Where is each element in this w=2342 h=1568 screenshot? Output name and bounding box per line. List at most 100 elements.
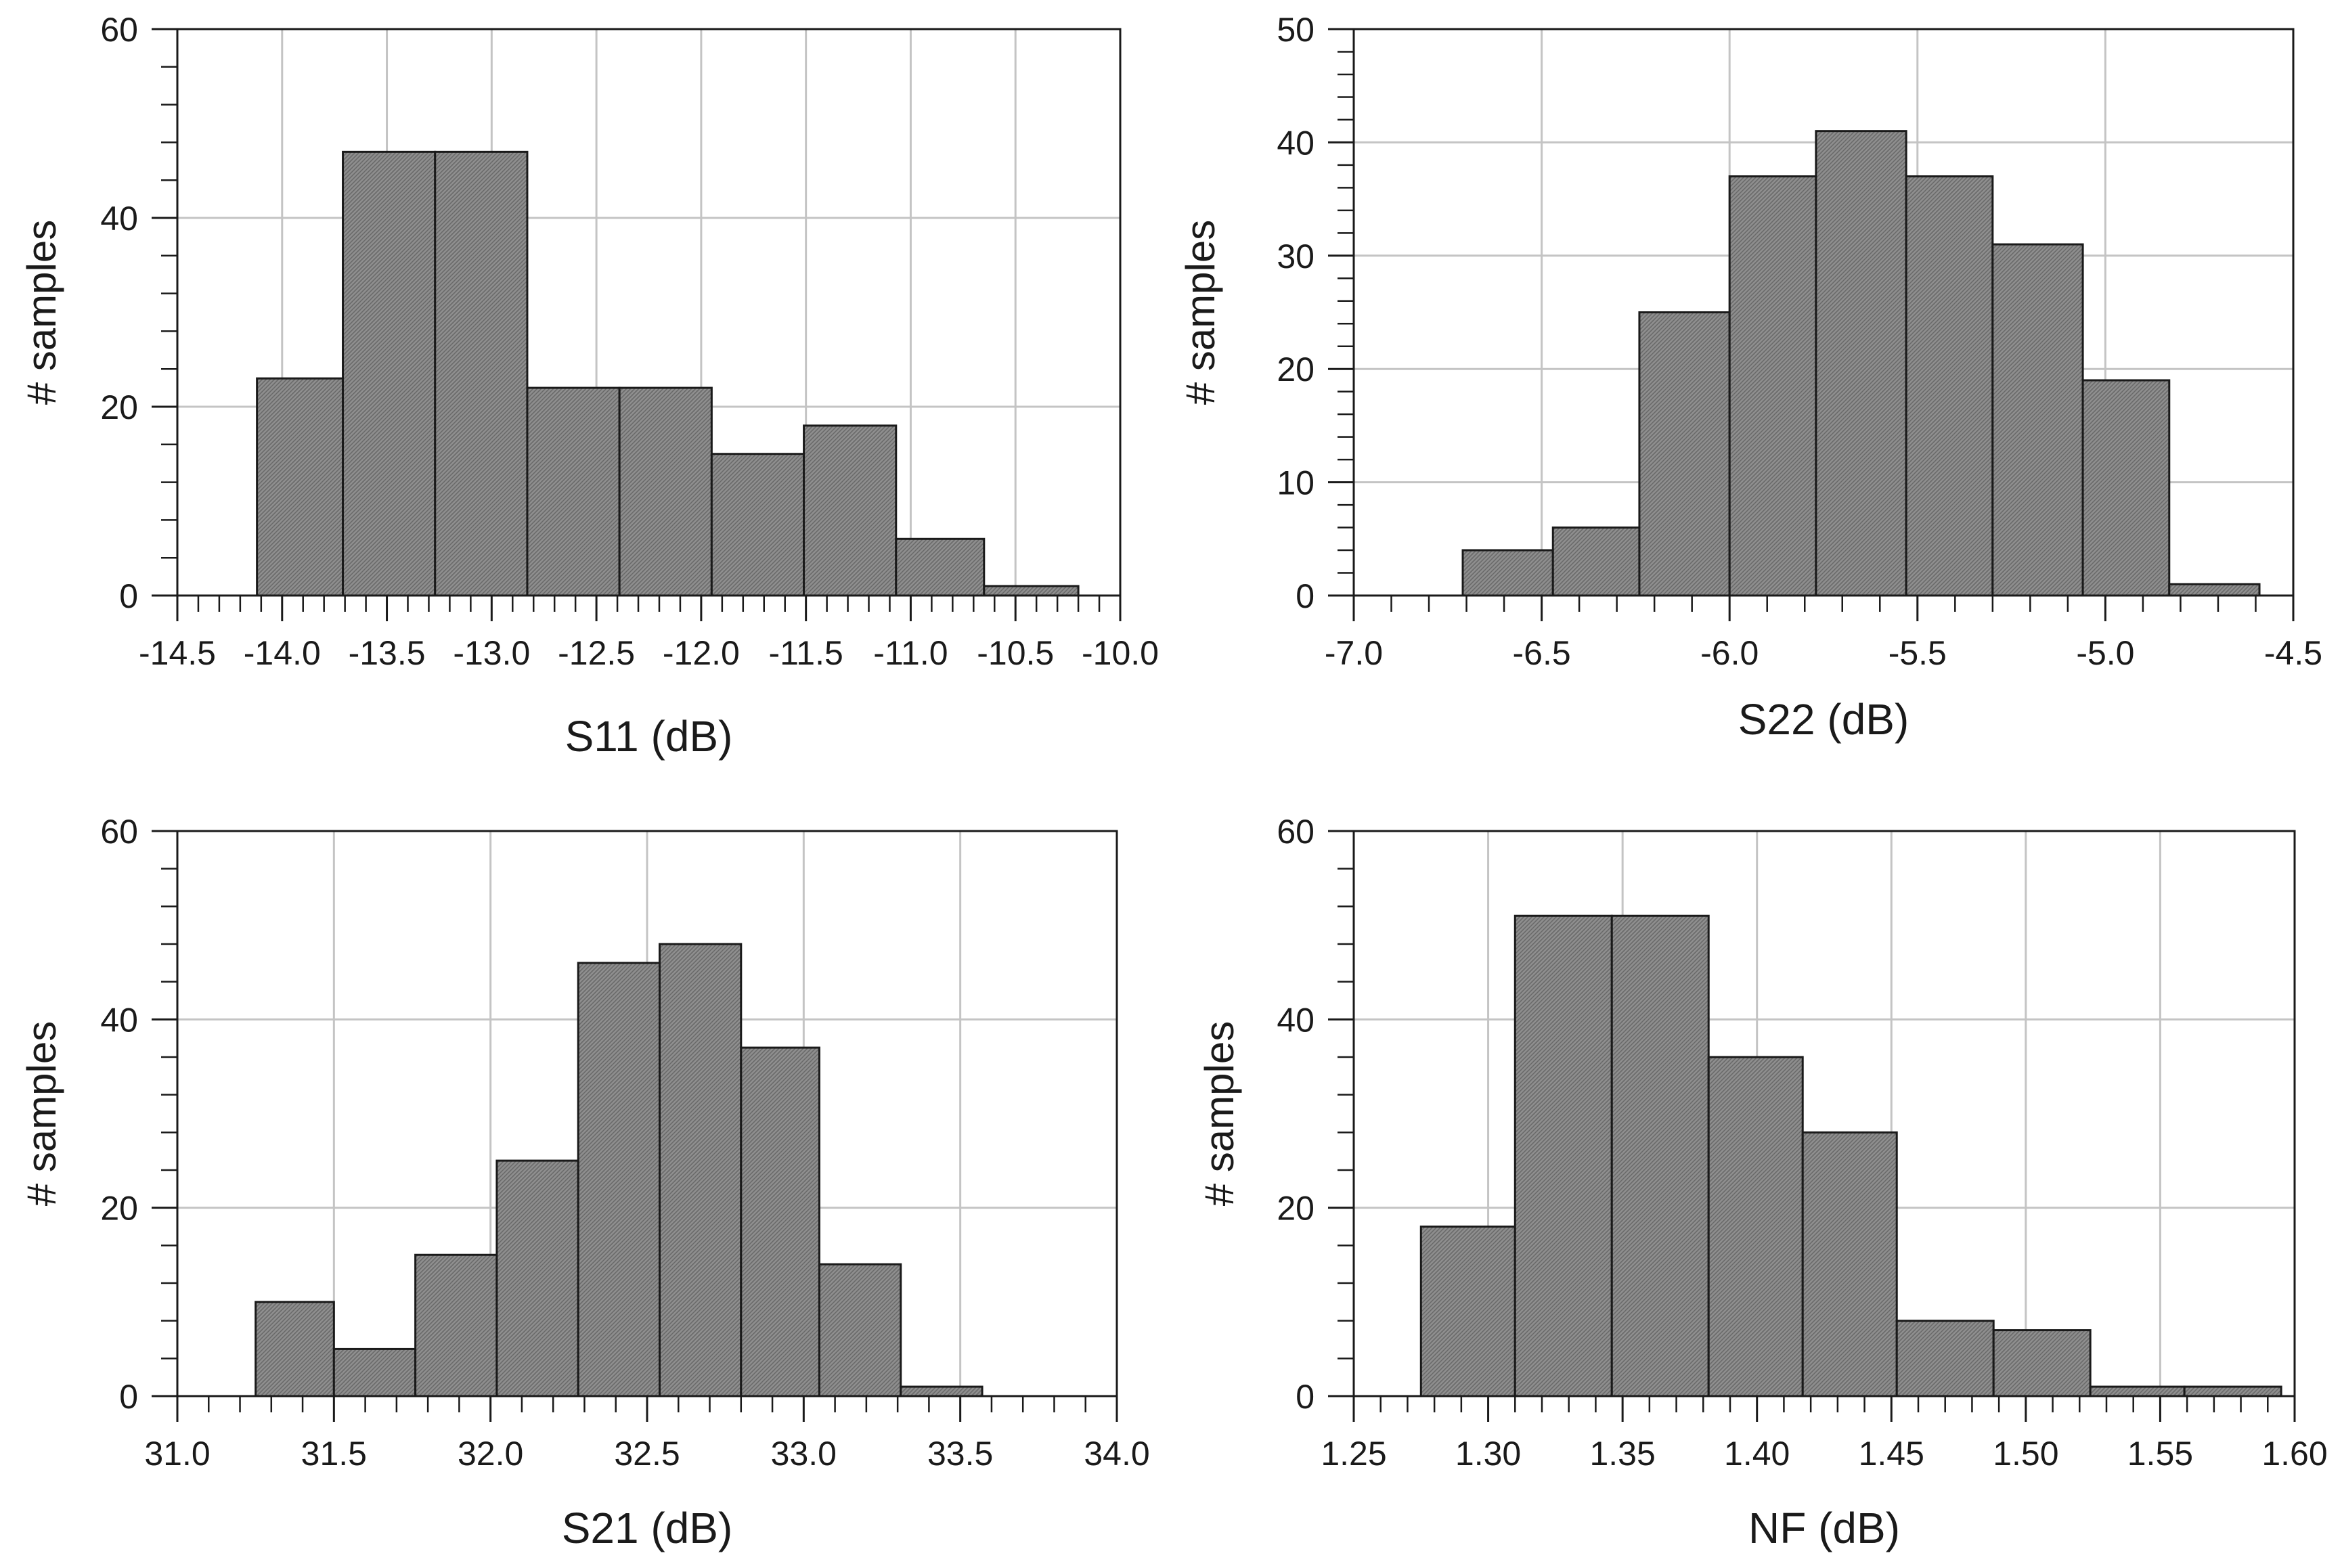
- nf-xlabel: NF (dB): [1748, 1504, 1900, 1552]
- s11-bar: [710, 453, 805, 597]
- s22-xtick-label: -4.5: [2264, 634, 2322, 672]
- s21-axes: 31.0 31.5 32.0 32.5 33.0 33.5 34.0 0 20 40 60: [100, 813, 1149, 1473]
- s21-ytick-label: 40: [100, 1001, 138, 1039]
- s21-xtick-label: 31.5: [301, 1435, 367, 1473]
- s11-xtick-label: -10.5: [977, 634, 1054, 672]
- s21-bar: [900, 1385, 984, 1397]
- s21-ytick-label: 0: [119, 1378, 138, 1416]
- s22-bar: [1991, 243, 2084, 597]
- s11-xtick-label: -10.0: [1082, 634, 1159, 672]
- s11-plot-frame: [176, 28, 1122, 597]
- nf-xtick-label: 1.50: [1993, 1435, 2058, 1473]
- s21-ytick-label: 20: [100, 1190, 138, 1228]
- nf-ytick-label: 0: [1296, 1378, 1314, 1416]
- s11-bar: [434, 150, 529, 597]
- s22-ytick-label: 0: [1296, 577, 1314, 615]
- s11-xtick-label: -11.0: [873, 634, 948, 672]
- s21-xtick-label: 34.0: [1084, 1435, 1149, 1473]
- s11-ylabel: # samples: [19, 220, 64, 405]
- s22-plot-frame: [1352, 28, 2295, 597]
- s11-xtick-label: -12.0: [663, 634, 740, 672]
- s11-bar: [526, 386, 621, 597]
- s11-xtick-label: -12.5: [558, 634, 635, 672]
- s22-ytick-label: 10: [1277, 464, 1314, 502]
- s22-xtick-label: -7.0: [1325, 634, 1383, 672]
- s22-bar: [2168, 583, 2261, 597]
- s22-ytick-label: 50: [1277, 11, 1314, 49]
- s11-bar: [803, 424, 898, 597]
- s11-xtick-label: -13.5: [349, 634, 426, 672]
- nf-xtick-label: 1.35: [1589, 1435, 1655, 1473]
- nf-xtick-label: 1.25: [1321, 1435, 1386, 1473]
- s21-ylabel: # samples: [19, 1021, 64, 1206]
- s11-xtick-label: -13.0: [453, 634, 530, 672]
- nf-xtick-label: 1.30: [1455, 1435, 1521, 1473]
- s21-bar: [818, 1263, 902, 1397]
- s22-ytick-label: 20: [1277, 351, 1314, 388]
- s11-bar: [256, 377, 345, 597]
- s11-xlabel: S11 (dB): [565, 712, 733, 761]
- s22-bar: [2081, 379, 2171, 597]
- s21-bar: [332, 1347, 417, 1397]
- nf-bars: [1419, 914, 2282, 1397]
- s22-bars: [1461, 130, 2261, 597]
- nf-bar: [2183, 1385, 2282, 1397]
- nf-ytick-label: 60: [1277, 813, 1314, 851]
- s21-bar: [659, 943, 743, 1397]
- s22-xlabel: S22 (dB): [1738, 695, 1909, 744]
- s21-xtick-label: 32.0: [458, 1435, 523, 1473]
- s11-ytick-label: 20: [100, 388, 138, 426]
- s22-bar: [1638, 311, 1731, 597]
- s11-ytick-label: 40: [100, 200, 138, 238]
- s22-ytick-label: 30: [1277, 238, 1314, 275]
- s21-xlabel: S21 (dB): [562, 1504, 733, 1552]
- s11-xtick-label: -14.5: [139, 634, 216, 672]
- nf-bar: [1895, 1320, 1995, 1397]
- histogram-s22: -7.0 -6.5 -6.0 -5.5 -5.0 -4.5 0 10 20 30 40 50 # sa…: [1178, 11, 2322, 744]
- s11-bar: [895, 537, 986, 597]
- s11-bar: [342, 150, 437, 597]
- nf-xtick-label: 1.55: [2127, 1435, 2193, 1473]
- s22-axes: -7.0 -6.5 -6.0 -5.5 -5.0 -4.5 0 10 20 30 40 50: [1277, 11, 2322, 672]
- s21-bar: [414, 1253, 498, 1397]
- nf-bar: [1610, 914, 1710, 1397]
- nf-ylabel: # samples: [1197, 1021, 1242, 1206]
- nf-bar: [2089, 1385, 2186, 1397]
- histogram-s21: 31.0 31.5 32.0 32.5 33.0 33.5 34.0 0 20 40 60 # sa…: [19, 813, 1150, 1552]
- s22-xtick-label: -6.0: [1700, 634, 1759, 672]
- s21-xtick-label: 31.0: [144, 1435, 210, 1473]
- histogram-nf: 1.25 1.30 1.35 1.40 1.45 1.50 1.55 1.600204060 …: [1197, 813, 2328, 1552]
- nf-bar: [1707, 1056, 1804, 1397]
- s22-bar: [1815, 130, 1907, 597]
- s11-xtick-label: -11.5: [769, 634, 843, 672]
- s11-xtick-label: -14.0: [244, 634, 321, 672]
- s22-ylabel: # samples: [1178, 220, 1223, 405]
- s22-bar: [1728, 175, 1817, 597]
- s21-bar: [740, 1046, 820, 1397]
- nf-ytick-label: 40: [1277, 1001, 1314, 1039]
- s21-bar: [255, 1301, 335, 1397]
- s22-xtick-label: -6.5: [1513, 634, 1571, 672]
- nf-xtick-label: 1.45: [1859, 1435, 1924, 1473]
- s21-xtick-label: 33.5: [927, 1435, 993, 1473]
- s11-ytick-label: 0: [119, 577, 138, 615]
- nf-bar: [1514, 914, 1613, 1397]
- s22-bar: [1551, 527, 1641, 597]
- s21-xtick-label: 32.5: [614, 1435, 680, 1473]
- nf-xtick-label: 1.60: [2261, 1435, 2327, 1473]
- s11-bar: [983, 585, 1080, 597]
- s22-xtick-label: -5.5: [1888, 634, 1947, 672]
- s21-ytick-label: 60: [100, 813, 138, 851]
- s21-xtick-label: 33.0: [771, 1435, 837, 1473]
- nf-bar: [1992, 1329, 2092, 1397]
- nf-plot-frame: [1352, 830, 2296, 1397]
- nf-ytick-label: 20: [1277, 1190, 1314, 1228]
- nf-axes: 1.25 1.30 1.35 1.40 1.45 1.50 1.55 1.60 0 20 40 60: [1277, 813, 2327, 1473]
- s22-bar: [1461, 549, 1554, 597]
- s22-bar: [1905, 175, 1994, 597]
- s22-xtick-label: -5.0: [2076, 634, 2134, 672]
- s21-bar: [577, 962, 661, 1397]
- s11-bar: [618, 386, 713, 597]
- nf-bar: [1801, 1131, 1898, 1397]
- s21-bar: [495, 1159, 579, 1397]
